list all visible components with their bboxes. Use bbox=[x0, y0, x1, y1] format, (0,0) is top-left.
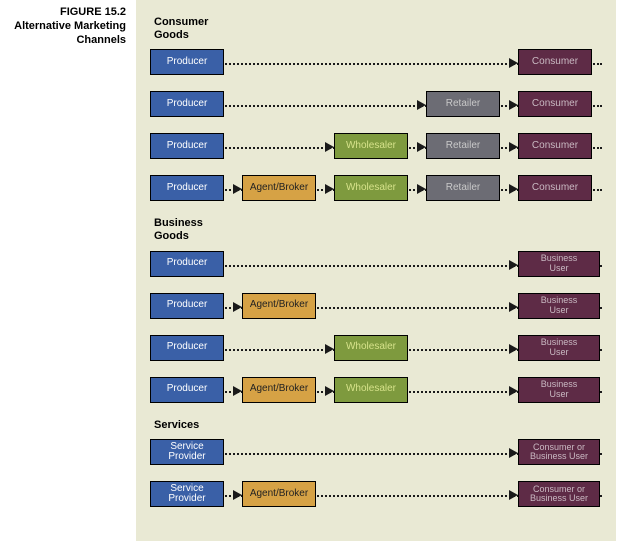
producer-box: Producer bbox=[150, 293, 224, 319]
channel-row: Producer Consumer bbox=[150, 49, 602, 77]
producer-box: Producer bbox=[150, 175, 224, 201]
arrow-icon bbox=[509, 100, 518, 110]
arrow-icon bbox=[233, 184, 242, 194]
arrow-icon bbox=[417, 184, 426, 194]
producer-box: Producer bbox=[150, 335, 224, 361]
channel-row: Producer Agent/Broker Business User bbox=[150, 293, 602, 321]
arrow-icon bbox=[325, 344, 334, 354]
producer-box: Producer bbox=[150, 133, 224, 159]
channel-row: Producer Retailer Consumer bbox=[150, 91, 602, 119]
agent-box: Agent/Broker bbox=[242, 377, 316, 403]
enduser-box: Consumer or Business User bbox=[518, 439, 600, 465]
channel-row: Producer Agent/Broker Wholesaler Retailer Co… bbox=[150, 175, 602, 203]
channel-row: Producer Business User bbox=[150, 251, 602, 279]
channel-row: Producer Wholesaler Business User bbox=[150, 335, 602, 363]
arrow-icon bbox=[509, 386, 518, 396]
consumer-box: Business User bbox=[518, 293, 600, 319]
arrow-icon bbox=[509, 142, 518, 152]
retailer-box: Retailer bbox=[426, 133, 500, 159]
producer-box: Producer bbox=[150, 49, 224, 75]
wholesaler-box: Wholesaler bbox=[334, 377, 408, 403]
caption-line: FIGURE 15.2 bbox=[6, 6, 126, 20]
retailer-box: Retailer bbox=[426, 91, 500, 117]
arrow-icon bbox=[325, 142, 334, 152]
channel-row: Service Provider Consumer or Business Use… bbox=[150, 439, 602, 467]
figure-container: FIGURE 15.2 Alternative Marketing Channe… bbox=[0, 0, 624, 541]
consumer-box: Consumer bbox=[518, 175, 592, 201]
arrow-icon bbox=[509, 448, 518, 458]
wholesaler-box: Wholesaler bbox=[334, 335, 408, 361]
arrow-icon bbox=[509, 302, 518, 312]
arrow-icon bbox=[417, 142, 426, 152]
provider-box: Service Provider bbox=[150, 439, 224, 465]
consumer-box: Business User bbox=[518, 377, 600, 403]
arrow-icon bbox=[233, 386, 242, 396]
retailer-box: Retailer bbox=[426, 175, 500, 201]
section-title: Services bbox=[154, 419, 602, 432]
arrow-icon bbox=[233, 490, 242, 500]
arrow-icon bbox=[325, 386, 334, 396]
diagram-panel: Consumer Goods Producer Consumer Producer Re… bbox=[136, 0, 616, 541]
section-title: Consumer Goods bbox=[154, 16, 602, 41]
figure-caption: FIGURE 15.2 Alternative Marketing Channe… bbox=[0, 0, 136, 47]
consumer-box: Consumer bbox=[518, 49, 592, 75]
arrow-icon bbox=[509, 344, 518, 354]
channel-row: Producer Agent/Broker Wholesaler Business U… bbox=[150, 377, 602, 405]
arrow-icon bbox=[417, 100, 426, 110]
arrow-icon bbox=[233, 302, 242, 312]
agent-box: Agent/Broker bbox=[242, 293, 316, 319]
agent-box: Agent/Broker bbox=[242, 175, 316, 201]
channel-row: Producer Wholesaler Retailer Consumer bbox=[150, 133, 602, 161]
arrow-icon bbox=[509, 184, 518, 194]
arrow-icon bbox=[509, 490, 518, 500]
arrow-icon bbox=[325, 184, 334, 194]
consumer-box: Consumer bbox=[518, 133, 592, 159]
consumer-box: Business User bbox=[518, 335, 600, 361]
agent-box: Agent/Broker bbox=[242, 481, 316, 507]
wholesaler-box: Wholesaler bbox=[334, 175, 408, 201]
arrow-icon bbox=[509, 58, 518, 68]
section-title: Business Goods bbox=[154, 217, 602, 242]
caption-line: Channels bbox=[6, 34, 126, 48]
enduser-box: Consumer or Business User bbox=[518, 481, 600, 507]
producer-box: Producer bbox=[150, 251, 224, 277]
producer-box: Producer bbox=[150, 91, 224, 117]
producer-box: Producer bbox=[150, 377, 224, 403]
caption-line: Alternative Marketing bbox=[6, 20, 126, 34]
provider-box: Service Provider bbox=[150, 481, 224, 507]
consumer-box: Consumer bbox=[518, 91, 592, 117]
consumer-box: Business User bbox=[518, 251, 600, 277]
arrow-icon bbox=[509, 260, 518, 270]
channel-row: Service Provider Agent/Broker Consumer or … bbox=[150, 481, 602, 509]
wholesaler-box: Wholesaler bbox=[334, 133, 408, 159]
